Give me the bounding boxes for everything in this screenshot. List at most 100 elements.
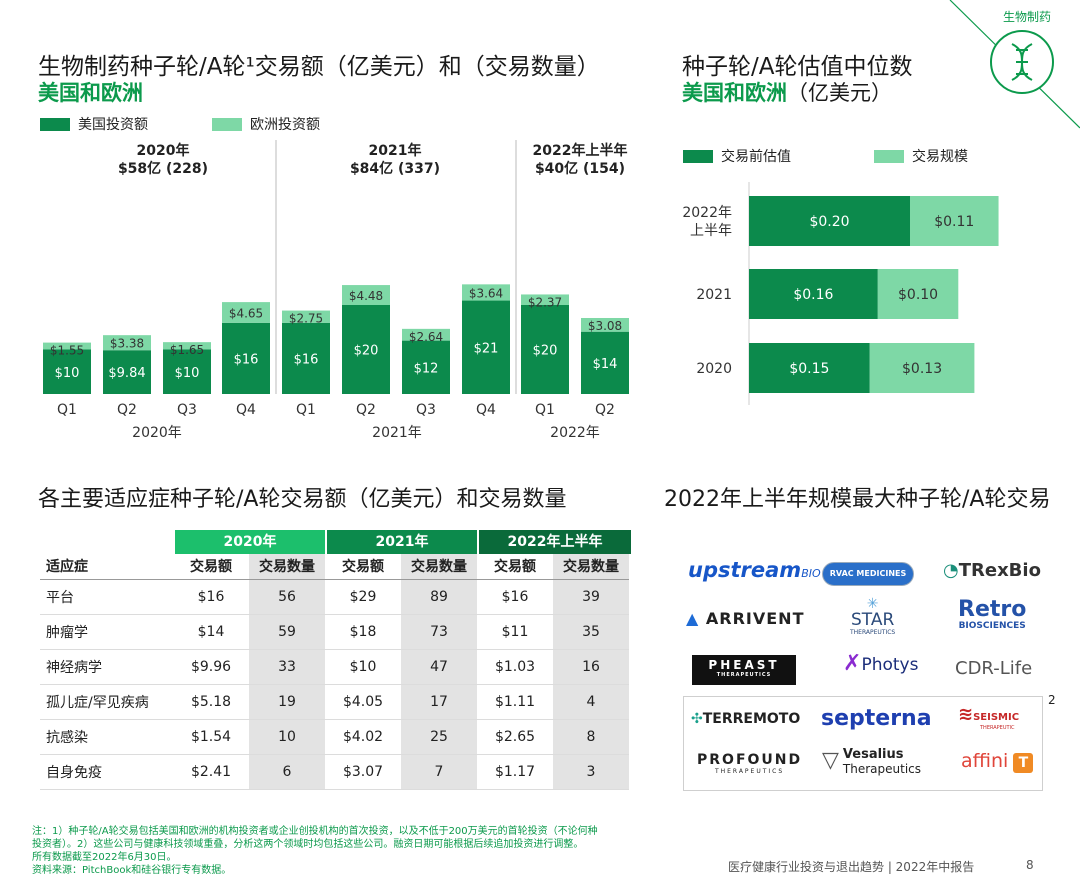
bar-pre-money [749, 343, 870, 393]
bar-eu [222, 302, 270, 323]
bar-pre-money-label: $0.16 [793, 287, 833, 303]
logo-rvac: RVAC MEDICINES [822, 562, 914, 586]
right-chart-subtitle: 美国和欧洲（亿美元） [682, 77, 892, 107]
bar-eu [581, 317, 629, 332]
right-chart-title: 种子轮/A轮估值中位数 [682, 54, 913, 80]
table-cell: 4 [553, 684, 629, 720]
y-tick-label: 2022年 [682, 205, 732, 221]
table-cell: $16 [477, 579, 553, 615]
bar-eu [521, 294, 569, 305]
year-header-2022: 2022年上半年 [479, 530, 631, 554]
footnote-line1: 注：1）种子轮/A轮交易包括美国和欧洲的机构投资者或企业创投机构的首次投资，以及… [32, 826, 598, 837]
period-2022-year: 2022年上半年 [532, 143, 628, 159]
table-cell: 35 [553, 614, 629, 650]
x-tick-label: Q2 [595, 402, 615, 418]
left-chart-title: 生物制药种子轮/A轮¹交易额（亿美元）和（交易数量） [38, 54, 600, 80]
corner-decoration [949, 0, 1080, 129]
x-tick-label: Q1 [296, 402, 316, 418]
period-2022-total: $40亿 (154) [534, 161, 626, 177]
legend-label-eu: 欧洲投资额 [250, 117, 320, 133]
bar-eu-label: $1.65 [170, 343, 204, 357]
terremoto-mark-icon: ✣ [691, 711, 703, 727]
legend-swatch-pre [683, 149, 713, 163]
table-cell: 47 [401, 649, 477, 685]
bar-us [282, 322, 330, 394]
logo-retro: Retro BIOSCIENCES [958, 597, 1027, 632]
star-mark-icon: ✳ [866, 596, 879, 612]
x-tick-label: Q1 [535, 402, 555, 418]
table-cell: 10 [249, 719, 325, 755]
x-tick-label: Q3 [416, 402, 436, 418]
right-subtitle-region: 美国和欧洲 [682, 81, 787, 105]
bar-eu [342, 285, 390, 305]
table-row: 平台 $16 56 $29 89 $16 39 [40, 579, 629, 615]
footnote-line3: 所有数据截至2022年6月30日。 [32, 852, 177, 863]
table-cell: $1.03 [477, 649, 553, 685]
bar-eu-label: $4.48 [349, 289, 383, 303]
table-row: 肿瘤学 $14 59 $18 73 $11 35 [40, 614, 629, 650]
bar-eu [282, 310, 330, 323]
table-cell: 33 [249, 649, 325, 685]
indication-table-wrap: 2020年 2021年 2022年上半年 适应症 交易额 交易数量 交易额 交易… [40, 530, 631, 790]
table-cell: 平台 [40, 579, 173, 615]
table-cell: 17 [401, 684, 477, 720]
legend-label-us: 美国投资额 [78, 117, 148, 133]
year-header-2021: 2021年 [327, 530, 477, 554]
logo-cdrlife: CDR-Life [955, 658, 1033, 679]
bar-us-label: $12 [414, 361, 439, 376]
bar-us [521, 305, 569, 394]
page-number: 8 [1026, 858, 1034, 872]
table-row: 神经病学 $9.96 33 $10 47 $1.03 16 [40, 649, 629, 685]
table-cell: 6 [249, 754, 325, 790]
right-legend-pre: 交易前估值 [683, 146, 791, 166]
bar-eu-label: $3.64 [469, 286, 503, 300]
bar-eu-label: $4.65 [229, 306, 263, 320]
bar-us-label: $20 [533, 344, 558, 359]
logo-affini: affini T [961, 750, 1034, 773]
bar-deal-size [910, 196, 999, 246]
table-header-row: 适应症 交易额 交易数量 交易额 交易数量 交易额 交易数量 [40, 554, 629, 580]
affini-mark-icon: T [1013, 753, 1034, 773]
bar-deal-size [869, 343, 975, 393]
table-cell: 抗感染 [40, 719, 173, 755]
bar-us-label: $10 [55, 366, 80, 381]
table-cell: 25 [401, 719, 477, 755]
trexbio-mark-icon: ◔ [943, 560, 959, 581]
bar-eu [462, 284, 510, 301]
left-legend-eu: 欧洲投资额 [212, 114, 320, 134]
legend-label-size: 交易规模 [912, 149, 968, 165]
bar-eu-label: $2.75 [289, 312, 323, 326]
bar-eu-label: $1.55 [50, 344, 84, 358]
table-cell: 73 [401, 614, 477, 650]
logo-septerna: septerna [821, 706, 932, 731]
indication-table: 适应症 交易额 交易数量 交易额 交易数量 交易额 交易数量 平台 $16 56 $2… [40, 554, 629, 790]
col-header-indication: 适应症 [40, 554, 173, 580]
logo-star: ✳ STAR THERAPEUTICS [850, 596, 896, 636]
table-cell: $2.65 [477, 719, 553, 755]
table-cell: 89 [401, 579, 477, 615]
legend-swatch-eu [212, 117, 242, 131]
x-group-label: 2020年 [132, 425, 182, 441]
period-2021-total: $84亿 (337) [349, 161, 441, 177]
table-cell: $2.41 [173, 754, 249, 790]
arrivent-mark-icon: ▲ [686, 609, 700, 628]
bar-eu [43, 342, 91, 350]
footnote-line4: 资料来源：PitchBook和硅谷银行专有数据。 [32, 865, 232, 876]
table-row: 自身免疫 $2.41 6 $3.07 7 $1.17 3 [40, 754, 629, 790]
period-2020-total: $58亿 (228) [117, 161, 209, 177]
logo-terremoto: ✣TERREMOTO [691, 711, 801, 727]
right-subtitle-unit: （亿美元） [787, 81, 892, 105]
x-tick-label: Q1 [57, 402, 77, 418]
x-group-label: 2022年 [550, 425, 600, 441]
bar-us-label: $14 [593, 357, 618, 372]
x-tick-label: Q4 [236, 402, 256, 418]
bar-eu-label: $2.64 [409, 330, 443, 344]
bar-pre-money-label: $0.15 [789, 361, 829, 377]
logo-arrivent: ▲ ARRIVENT [686, 609, 805, 628]
table-cell: $3.07 [325, 754, 401, 790]
footnote-line2: 投资者）。2）这些公司与健康科技领域重叠，分析这两个领域时均包括这些公司。融资日… [32, 839, 584, 850]
year-header-2020: 2020年 [175, 530, 325, 554]
table-cell: 56 [249, 579, 325, 615]
y-tick-label: 2020 [696, 361, 732, 377]
col-header-count-2022: 交易数量 [553, 554, 629, 580]
